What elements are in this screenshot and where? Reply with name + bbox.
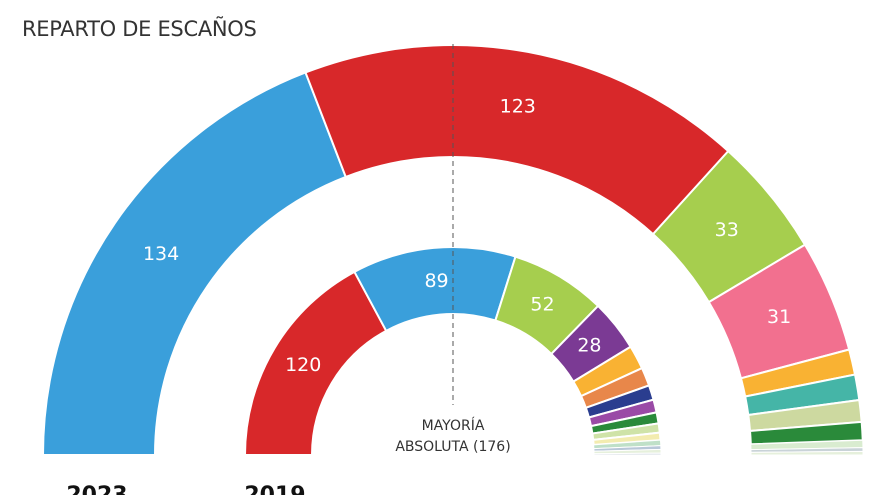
seat-segment-2023-1 (304, 44, 730, 236)
seat-label: 89 (424, 270, 448, 292)
seat-label: 28 (577, 335, 601, 357)
year-label-2023: 2023 (66, 483, 127, 495)
seat-segment-2023-10 (750, 450, 864, 456)
seat-segment-2023-0 (41, 71, 348, 456)
seat-label: 134 (143, 243, 179, 265)
year-label-2019: 2019 (244, 483, 305, 495)
chart-title: REPARTO DE ESCAÑOS (22, 17, 257, 41)
seat-label: 31 (767, 306, 791, 328)
seat-label: 33 (715, 219, 739, 241)
seat-label: 123 (500, 95, 536, 117)
seat-label: 52 (530, 294, 554, 316)
seat-segment-2019-14 (593, 452, 662, 456)
seat-label: 120 (285, 354, 321, 376)
majority-label: MAYORÍA (422, 417, 485, 434)
majority-label: ABSOLUTA (176) (395, 439, 510, 455)
